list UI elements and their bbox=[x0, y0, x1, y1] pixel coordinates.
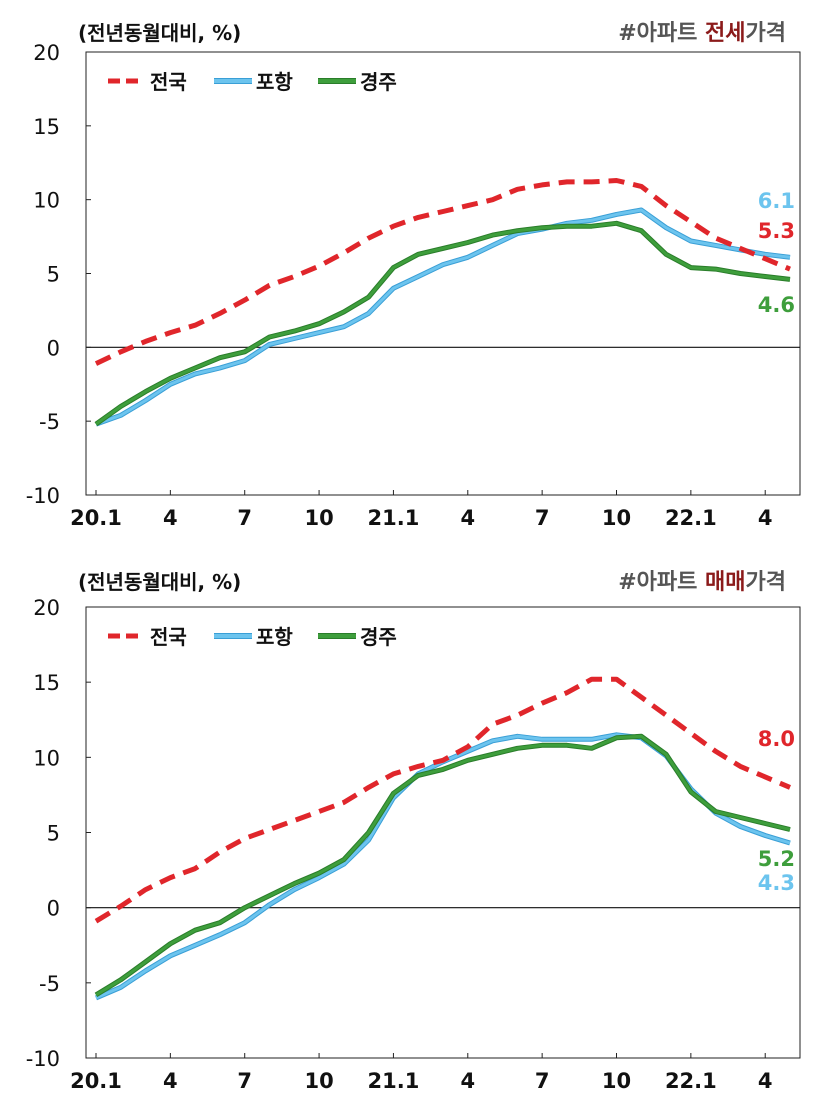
series-line-pohang bbox=[95, 208, 791, 426]
series-line-gyeongju bbox=[95, 221, 791, 426]
x-tick-label: 10 bbox=[304, 506, 333, 530]
unit-label: (전년동월대비, %) bbox=[78, 570, 241, 594]
x-tick-label: 4 bbox=[163, 1069, 178, 1093]
legend-label: 경주 bbox=[360, 625, 397, 649]
series-line-pohang bbox=[95, 733, 791, 1000]
y-tick-label: 20 bbox=[33, 596, 60, 620]
x-tick-label: 20.1 bbox=[70, 1069, 122, 1093]
x-tick-label: 10 bbox=[602, 1069, 631, 1093]
x-tick-label: 21.1 bbox=[368, 506, 420, 530]
x-tick-label: 22.1 bbox=[665, 1069, 717, 1093]
legend-label: 전국 bbox=[150, 625, 187, 649]
legend-label: 전국 bbox=[150, 70, 187, 94]
legend: 전국 포항 경주 bbox=[108, 625, 397, 649]
y-tick-label: 15 bbox=[33, 671, 60, 695]
end-value-label: 6.1 bbox=[758, 189, 795, 213]
series-line-outline bbox=[94, 733, 791, 998]
series-national bbox=[94, 178, 791, 366]
unit-label: (전년동월대비, %) bbox=[78, 21, 241, 45]
series-line-outline bbox=[95, 732, 791, 1001]
y-tick-label: -10 bbox=[26, 1047, 60, 1071]
legend-label: 경주 bbox=[360, 70, 397, 94]
end-value-label: 4.3 bbox=[758, 871, 795, 895]
legend-label: 포항 bbox=[256, 70, 293, 94]
x-tick-label: 4 bbox=[460, 1069, 475, 1093]
series-gyeongju bbox=[94, 220, 791, 427]
y-tick-label: 0 bbox=[47, 897, 60, 921]
title-prefix: #아파트 bbox=[618, 21, 705, 46]
x-tick-label: 21.1 bbox=[368, 1069, 420, 1093]
y-tick-label: 10 bbox=[33, 746, 60, 770]
x-tick-label: 10 bbox=[602, 506, 631, 530]
series-line-national bbox=[94, 676, 791, 924]
series-line-national bbox=[94, 178, 791, 366]
title-highlight: 매매 bbox=[705, 570, 745, 595]
x-tick-label: 4 bbox=[758, 506, 773, 530]
y-tick-label: -5 bbox=[39, 410, 60, 434]
plot-frame bbox=[85, 51, 801, 496]
y-tick-label: 5 bbox=[47, 822, 60, 846]
x-tick-label: 22.1 bbox=[665, 506, 717, 530]
y-tick-label: 0 bbox=[47, 336, 60, 360]
title-suffix: 가격 bbox=[746, 570, 786, 595]
chart-title: #아파트 전세가격 bbox=[618, 21, 786, 46]
title-highlight: 전세 bbox=[705, 21, 745, 46]
y-tick-label: 15 bbox=[33, 115, 60, 139]
x-tick-label: 4 bbox=[758, 1069, 773, 1093]
x-tick-label: 7 bbox=[237, 506, 252, 530]
chart-title: #아파트 매매가격 bbox=[618, 570, 786, 595]
end-value-label: 5.3 bbox=[758, 219, 795, 243]
end-value-label: 4.6 bbox=[758, 293, 795, 317]
x-tick-label: 20.1 bbox=[70, 506, 122, 530]
x-tick-label: 4 bbox=[460, 506, 475, 530]
series-pohang bbox=[95, 732, 791, 1001]
y-tick-label: -5 bbox=[39, 972, 60, 996]
plot-frame bbox=[85, 606, 801, 1059]
x-tick-label: 4 bbox=[163, 506, 178, 530]
legend: 전국 포항 경주 bbox=[108, 70, 397, 94]
end-value-label: 8.0 bbox=[758, 727, 795, 751]
series-line-outline bbox=[95, 207, 791, 427]
x-tick-label: 7 bbox=[535, 1069, 550, 1093]
y-tick-label: 10 bbox=[33, 189, 60, 213]
y-tick-label: -10 bbox=[26, 484, 60, 508]
title-prefix: #아파트 bbox=[618, 570, 705, 595]
x-tick-label: 7 bbox=[237, 1069, 252, 1093]
series-line-gyeongju bbox=[95, 734, 791, 997]
chart-2: 20 15 10 5 0 -5 -10 20.1 4 7 10 21.1 4 7 10 22.1 4 (전년동월대… bbox=[26, 570, 801, 1093]
legend-label: 포항 bbox=[256, 625, 293, 649]
y-tick-label: 20 bbox=[33, 41, 60, 65]
series-gyeongju bbox=[94, 733, 791, 998]
series-national bbox=[94, 676, 791, 924]
y-tick-label: 5 bbox=[47, 263, 60, 287]
title-suffix: 가격 bbox=[746, 21, 786, 46]
series-pohang bbox=[95, 207, 791, 427]
x-tick-label: 7 bbox=[535, 506, 550, 530]
x-tick-label: 10 bbox=[304, 1069, 333, 1093]
end-value-label: 5.2 bbox=[758, 847, 795, 871]
chart-1: 20 15 10 5 0 -5 -10 20.1 4 7 10 21.1 4 7 10 22.1 4 (전년동월대… bbox=[26, 21, 801, 530]
